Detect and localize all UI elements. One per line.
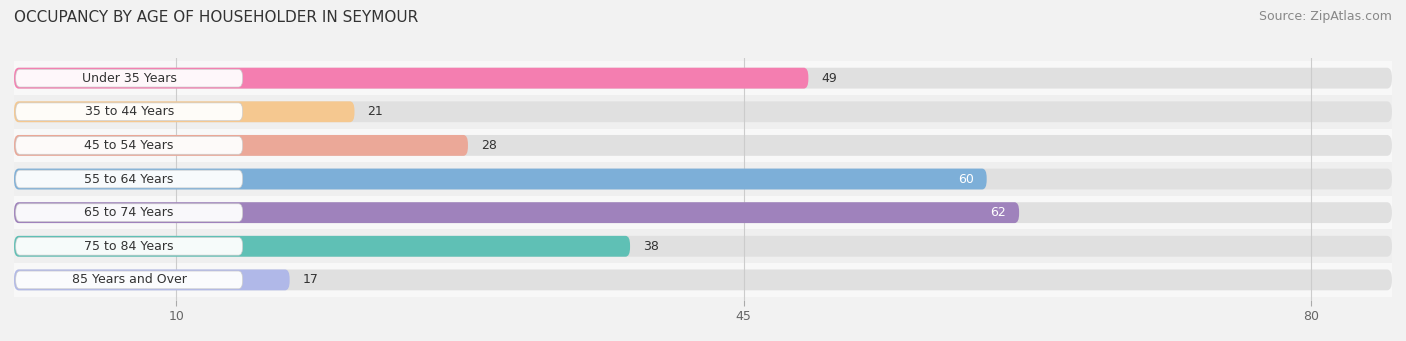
FancyBboxPatch shape (14, 202, 1019, 223)
FancyBboxPatch shape (15, 170, 243, 188)
FancyBboxPatch shape (14, 101, 1392, 122)
FancyBboxPatch shape (15, 136, 243, 154)
FancyBboxPatch shape (14, 101, 354, 122)
Text: 21: 21 (367, 105, 384, 118)
FancyBboxPatch shape (15, 204, 243, 222)
Text: 65 to 74 Years: 65 to 74 Years (84, 206, 174, 219)
FancyBboxPatch shape (14, 168, 987, 190)
FancyBboxPatch shape (14, 61, 1392, 95)
FancyBboxPatch shape (15, 271, 243, 289)
Text: 85 Years and Over: 85 Years and Over (72, 273, 187, 286)
FancyBboxPatch shape (14, 68, 808, 89)
FancyBboxPatch shape (14, 135, 468, 156)
Text: 75 to 84 Years: 75 to 84 Years (84, 240, 174, 253)
Text: 62: 62 (990, 206, 1007, 219)
FancyBboxPatch shape (14, 95, 1392, 129)
FancyBboxPatch shape (14, 196, 1392, 229)
FancyBboxPatch shape (14, 236, 1392, 257)
Text: Under 35 Years: Under 35 Years (82, 72, 177, 85)
FancyBboxPatch shape (14, 202, 1392, 223)
Text: 49: 49 (821, 72, 837, 85)
Text: 28: 28 (481, 139, 496, 152)
Text: 17: 17 (302, 273, 319, 286)
FancyBboxPatch shape (15, 103, 243, 121)
FancyBboxPatch shape (14, 168, 1392, 190)
Text: 38: 38 (643, 240, 659, 253)
Text: 55 to 64 Years: 55 to 64 Years (84, 173, 174, 186)
Text: 60: 60 (957, 173, 974, 186)
Text: 45 to 54 Years: 45 to 54 Years (84, 139, 174, 152)
FancyBboxPatch shape (14, 269, 1392, 290)
FancyBboxPatch shape (14, 135, 1392, 156)
FancyBboxPatch shape (14, 229, 1392, 263)
Text: OCCUPANCY BY AGE OF HOUSEHOLDER IN SEYMOUR: OCCUPANCY BY AGE OF HOUSEHOLDER IN SEYMO… (14, 10, 419, 25)
FancyBboxPatch shape (15, 69, 243, 87)
FancyBboxPatch shape (15, 237, 243, 255)
FancyBboxPatch shape (14, 236, 630, 257)
FancyBboxPatch shape (14, 162, 1392, 196)
Text: Source: ZipAtlas.com: Source: ZipAtlas.com (1258, 10, 1392, 23)
FancyBboxPatch shape (14, 269, 290, 290)
FancyBboxPatch shape (14, 263, 1392, 297)
FancyBboxPatch shape (14, 68, 1392, 89)
FancyBboxPatch shape (14, 129, 1392, 162)
Text: 35 to 44 Years: 35 to 44 Years (84, 105, 174, 118)
